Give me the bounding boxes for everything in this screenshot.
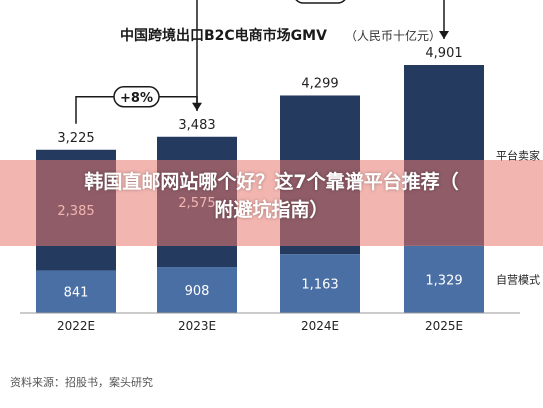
total-label: 4,901 (425, 46, 462, 61)
watermark-line-2: 附避坑指南） (214, 199, 329, 221)
x-tick-label: 2024E (301, 319, 339, 333)
watermark-text: 韩国直邮网站哪个好？这7个靠谱平台推荐（ 附避坑指南） (0, 168, 543, 224)
bar-2024E-series-0 (280, 254, 360, 313)
x-tick-label: 2023E (178, 319, 216, 333)
growth-pill (295, 0, 346, 4)
growth-pill (113, 86, 160, 108)
growth-label: +8% (120, 91, 153, 106)
segment-label: 1,163 (301, 278, 338, 293)
x-tick-label: 2025E (425, 319, 463, 333)
total-label: 3,483 (178, 118, 215, 133)
growth-arrow-head (439, 31, 449, 40)
growth-label: +15% (299, 0, 341, 2)
source-note: 资料来源：招股书，案头研究 (10, 375, 153, 389)
total-label: 4,299 (301, 76, 338, 91)
x-tick-label: 2022E (57, 319, 95, 333)
watermark-banner (0, 160, 543, 246)
segment-label: 841 (64, 286, 89, 301)
growth-arrow-line (196, 0, 445, 111)
x-tick-labels: 2022E 2023E 2024E 2025E (57, 319, 463, 333)
total-labels: 3,225 3,483 4,299 4,901 (57, 46, 462, 146)
segment-label: 908 (185, 284, 210, 299)
chart-title: 中国跨境出口B2C电商市场GMV (120, 27, 327, 44)
segment-label: 1,329 (425, 273, 462, 288)
total-label: 3,225 (57, 131, 94, 146)
legend-label: 平台卖家 (496, 148, 540, 162)
growth-arrows: +8% +15% (75, 0, 449, 124)
watermark-line-1: 韩国直邮网站哪个好？这7个靠谱平台推荐（ (84, 171, 459, 193)
chart-unit: （人民币十亿元） (345, 28, 441, 43)
bar-2025E-series-0 (404, 245, 484, 313)
legend-label: 自营模式 (496, 272, 540, 286)
bar-2023E-series-0 (157, 267, 237, 313)
bar-2022E-series-0 (36, 270, 116, 313)
